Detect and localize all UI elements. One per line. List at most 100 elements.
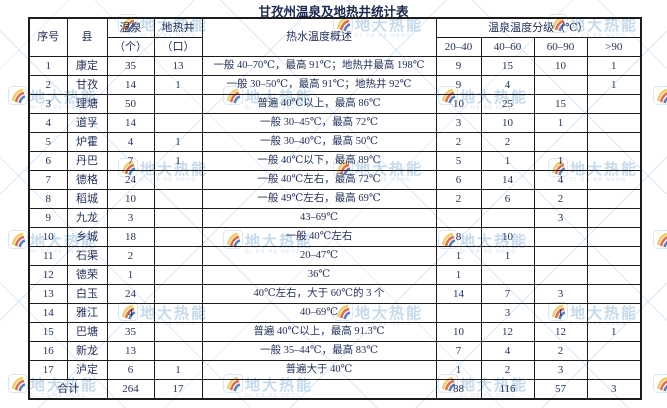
table-cell: 3 bbox=[533, 360, 588, 380]
table-cell: 3 bbox=[28, 94, 68, 114]
table-cell: 泸定 bbox=[66, 360, 108, 380]
table-cell bbox=[586, 189, 642, 209]
table-cell: 4 bbox=[480, 341, 535, 361]
table-cell: 4 bbox=[106, 132, 155, 152]
table-cell: 2 bbox=[480, 360, 535, 380]
table-cell: 2 bbox=[106, 246, 155, 266]
table-cell: 13 bbox=[28, 284, 68, 304]
table-cell: 35 bbox=[106, 56, 155, 76]
table-row: 6 丹巴 7 1 一般 40℃以下，最高 89℃ 5 1 1 bbox=[28, 151, 642, 171]
table-cell: 理塘 bbox=[66, 94, 108, 114]
table-cell: 康定 bbox=[66, 56, 108, 76]
table-cell bbox=[533, 132, 588, 152]
table-cell: 17 bbox=[28, 360, 68, 380]
table-row: 3 理塘 50 普遍 40℃以上，最高 86℃ 10 25 15 bbox=[28, 94, 642, 114]
table-cell: 1 bbox=[586, 322, 642, 342]
table-cell: 5 bbox=[435, 151, 482, 171]
table-cell: 9 bbox=[28, 208, 68, 228]
table-cell bbox=[533, 246, 588, 266]
table-cell: 4 bbox=[106, 303, 155, 323]
table-cell: 14 bbox=[435, 284, 482, 304]
table-row: 5 炉霍 4 1 一般 30–40℃，最高 50℃ 2 2 bbox=[28, 132, 642, 152]
table-cell: 11 bbox=[28, 246, 68, 266]
table-cell: 普遍大于 40℃ bbox=[201, 360, 437, 380]
header-spring: 温泉 bbox=[106, 17, 155, 38]
table-cell: 一般 30–40℃，最高 50℃ bbox=[201, 132, 437, 152]
table-cell: 14 bbox=[28, 303, 68, 323]
brand-logo-icon bbox=[653, 230, 667, 249]
table-header: 序号 县 温泉 地热井 热水温度概述 温泉温度分级（℃） （个） （口） 20–… bbox=[28, 17, 642, 57]
table-cell: 1 bbox=[435, 360, 482, 380]
header-county: 县 bbox=[66, 17, 108, 57]
table-cell: 6 bbox=[480, 189, 535, 209]
table-cell: 6 bbox=[28, 151, 68, 171]
table-cell: 15 bbox=[533, 94, 588, 114]
table-cell: 9 bbox=[435, 75, 482, 95]
table-cell bbox=[586, 151, 642, 171]
table-cell bbox=[586, 208, 642, 228]
table-cell: 1 bbox=[586, 75, 642, 95]
table-row: 4 道孚 14 一般 30–45℃，最高 72℃ 3 10 1 bbox=[28, 113, 642, 133]
table-cell: 一般 40℃以下，最高 89℃ bbox=[201, 151, 437, 171]
brand-logo-icon bbox=[653, 86, 667, 105]
table-cell bbox=[586, 227, 642, 247]
table-cell: 一般 40℃左右 bbox=[201, 227, 437, 247]
brand-logo-icon bbox=[653, 230, 667, 254]
table-cell bbox=[586, 284, 642, 304]
table-cell: 2 bbox=[435, 189, 482, 209]
table-cell: 36℃ bbox=[201, 265, 437, 285]
table-cell: 10 bbox=[435, 322, 482, 342]
table-cell bbox=[201, 379, 437, 400]
table-cell: 3 bbox=[533, 284, 588, 304]
header-grade-60-90: 60–90 bbox=[533, 37, 588, 57]
brand-logo-icon bbox=[653, 374, 667, 398]
table-cell: 7 bbox=[480, 284, 535, 304]
table-cell: 1 bbox=[533, 113, 588, 133]
table-cell: 稻城 bbox=[66, 189, 108, 209]
table-cell: 2 bbox=[28, 75, 68, 95]
header-well: 地热井 bbox=[153, 17, 203, 38]
table-cell: 13 bbox=[106, 341, 155, 361]
total-label: 合计 bbox=[28, 379, 108, 400]
header-index: 序号 bbox=[28, 17, 68, 57]
table-cell: 1 bbox=[435, 265, 482, 285]
brand-logo-icon bbox=[8, 86, 28, 110]
table-row: 13 白玉 24 40℃左右，大于 60℃的 3 个 14 7 3 bbox=[28, 284, 642, 304]
table-cell: 8 bbox=[28, 189, 68, 209]
table-cell: 1 bbox=[435, 246, 482, 266]
table-cell: 炉霍 bbox=[66, 132, 108, 152]
table-cell bbox=[586, 113, 642, 133]
table-cell: 1 bbox=[153, 132, 203, 152]
header-grade-gt90: >90 bbox=[586, 37, 642, 57]
table-cell: 116 bbox=[480, 379, 535, 400]
table-cell: 1 bbox=[153, 151, 203, 171]
table-row: 1 康定 35 13 一般 40–70℃，最高 91℃；地热井最高 198℃ 9 15 10 1 bbox=[28, 56, 642, 76]
table-cell: 道孚 bbox=[66, 113, 108, 133]
table-cell: 24 bbox=[106, 284, 155, 304]
brand-logo-icon bbox=[8, 86, 28, 105]
table-cell bbox=[586, 341, 642, 361]
table-cell: 10 bbox=[533, 56, 588, 76]
table-cell: 35 bbox=[106, 322, 155, 342]
table-cell bbox=[435, 208, 482, 228]
table-cell: 10 bbox=[435, 94, 482, 114]
table-cell: 一般 30–50℃，最高 91℃；地热井 92℃ bbox=[201, 75, 437, 95]
table-cell: 5 bbox=[28, 132, 68, 152]
table-cell: 25 bbox=[480, 94, 535, 114]
table-cell: 1 bbox=[153, 360, 203, 380]
table-cell: 40–69℃ bbox=[201, 303, 437, 323]
table-cell: 24 bbox=[106, 170, 155, 190]
brand-logo-icon bbox=[8, 374, 28, 398]
table-cell: 3 bbox=[533, 208, 588, 228]
table-cell: 一般 40–70℃，最高 91℃；地热井最高 198℃ bbox=[201, 56, 437, 76]
table-cell: 2 bbox=[533, 341, 588, 361]
table-row: 12 德荣 1 36℃ 1 bbox=[28, 265, 642, 285]
brand-logo-icon bbox=[8, 374, 28, 393]
table-cell: 40℃左右，大于 60℃的 3 个 bbox=[201, 284, 437, 304]
table-cell: 一般 30–45℃，最高 72℃ bbox=[201, 113, 437, 133]
table-cell bbox=[586, 132, 642, 152]
table-cell bbox=[586, 265, 642, 285]
